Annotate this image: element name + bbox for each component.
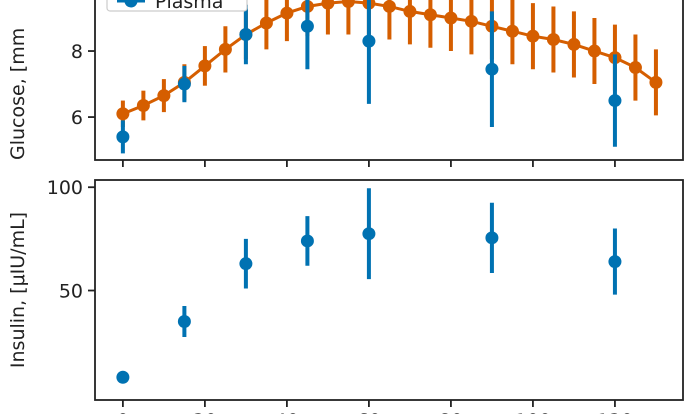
data-point	[608, 94, 622, 108]
data-point	[587, 44, 601, 58]
data-point	[321, 0, 335, 10]
axes-frame	[94, 179, 684, 401]
x-tick-label: 40	[275, 410, 299, 414]
data-point	[382, 0, 396, 13]
data-point	[239, 257, 253, 271]
data-point	[485, 231, 499, 245]
x-tick-label: 0	[117, 410, 129, 414]
y-tick-label: 50	[59, 281, 83, 303]
data-point	[649, 75, 663, 89]
data-point	[444, 11, 458, 25]
x-tick-label: 120	[597, 410, 633, 414]
data-point	[116, 370, 130, 384]
x-tick-label: 60	[357, 410, 381, 414]
data-point	[362, 227, 376, 241]
axes-frame	[94, 0, 684, 161]
y-axis-label: Insulin, [μIU/mL]	[7, 212, 29, 368]
data-point	[280, 6, 294, 20]
data-point	[136, 99, 150, 113]
legend-box	[106, 0, 248, 12]
data-point	[423, 8, 437, 22]
y-axis-label: Glucose, [mm	[7, 28, 29, 160]
y-tick-label: 100	[47, 177, 83, 199]
data-point	[300, 234, 314, 248]
y-tick-label: 6	[71, 107, 83, 129]
data-point	[300, 19, 314, 33]
data-point	[177, 315, 191, 329]
data-point	[239, 28, 253, 42]
data-point	[546, 32, 560, 46]
data-point	[198, 59, 212, 73]
data-point	[628, 61, 642, 75]
data-point	[116, 107, 130, 121]
data-point	[116, 130, 130, 144]
data-point	[341, 0, 355, 9]
data-point	[259, 16, 273, 30]
x-tick-label: 80	[439, 410, 463, 414]
data-point	[157, 89, 171, 103]
x-tick-label: 100	[515, 410, 551, 414]
legend-marker	[124, 0, 138, 8]
data-point	[505, 24, 519, 38]
data-point	[403, 4, 417, 18]
data-point	[526, 29, 540, 43]
data-point	[464, 14, 478, 28]
data-point	[362, 34, 376, 48]
x-tick-label: 20	[193, 410, 217, 414]
data-point	[608, 255, 622, 269]
data-point	[567, 37, 581, 51]
data-point	[218, 42, 232, 56]
data-point	[177, 77, 191, 91]
legend-label: Plasma	[155, 0, 223, 13]
data-point	[485, 62, 499, 76]
y-tick-label: 8	[71, 41, 83, 63]
